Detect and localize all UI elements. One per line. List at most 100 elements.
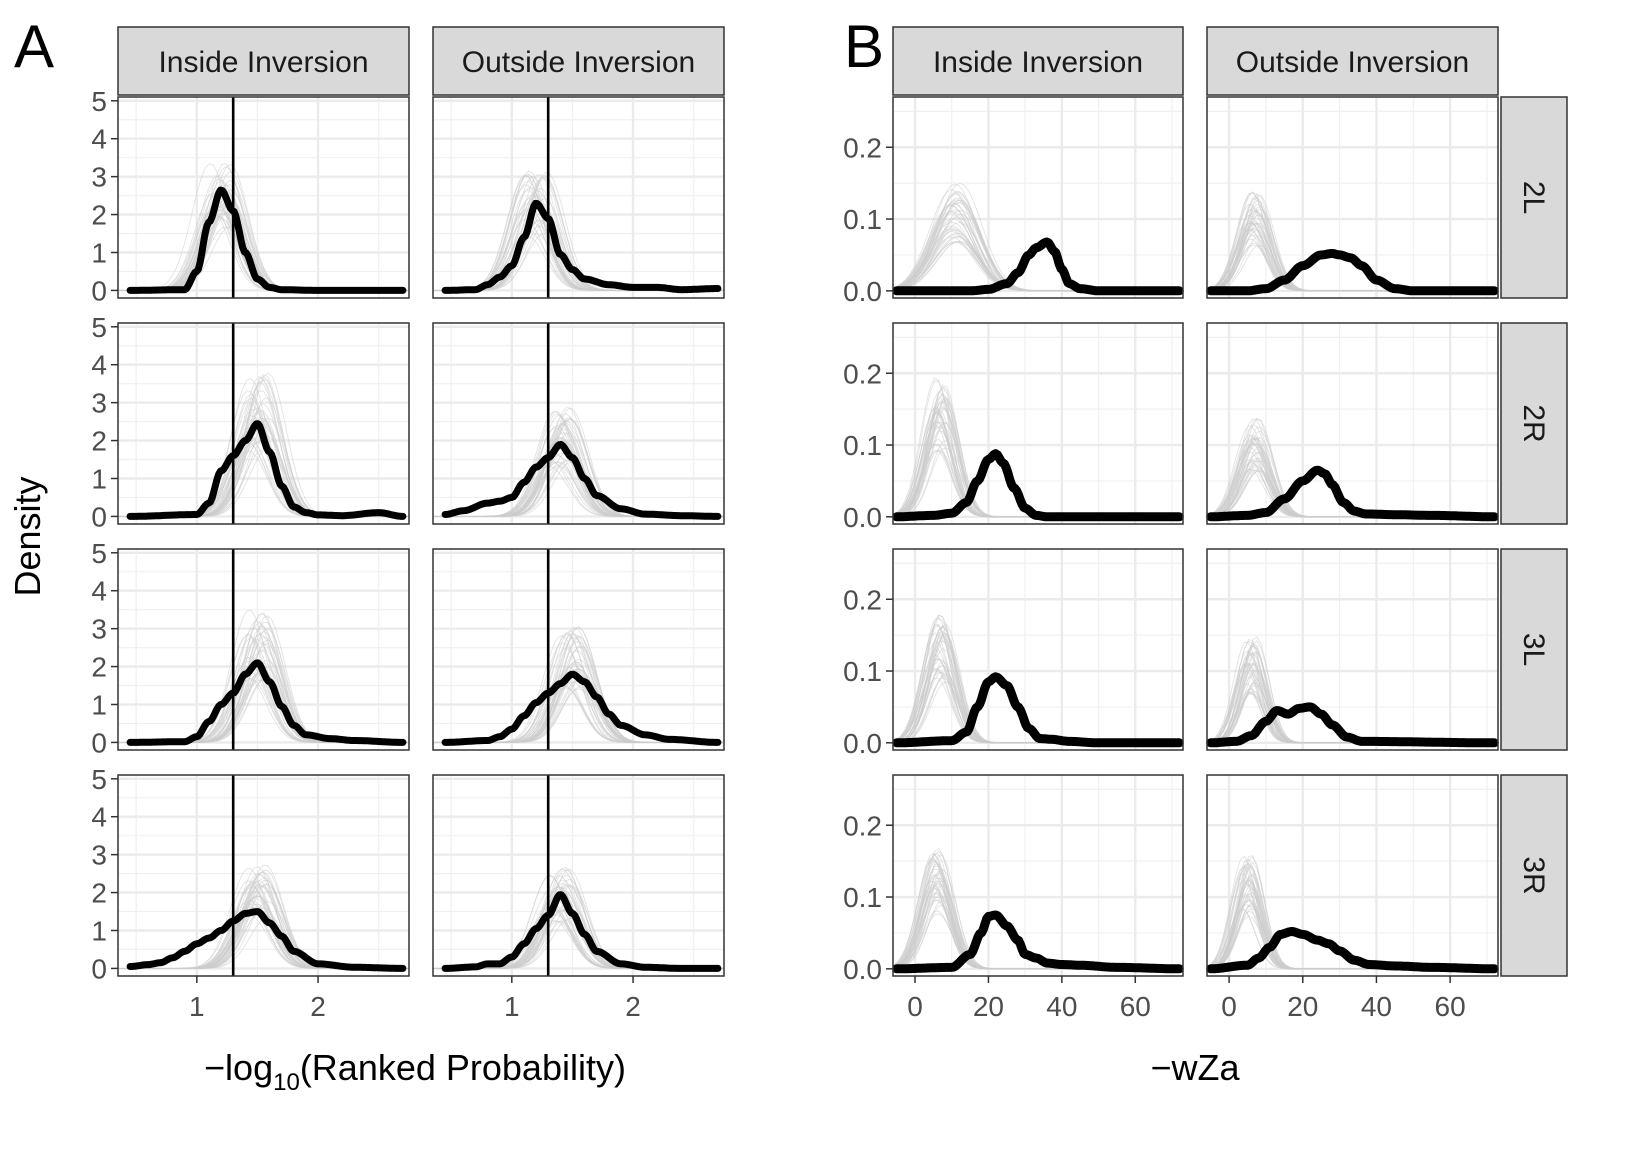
y-tick-label: 3	[91, 388, 107, 419]
facet-panel	[432, 548, 725, 751]
y-tick-label: 4	[91, 802, 107, 833]
y-tick-label: 0.1	[843, 656, 882, 687]
facet-panel: 0 1 2 3 4 5 1 2	[91, 764, 410, 1022]
y-axis-title: Density	[7, 476, 48, 596]
y-tick-label: 2	[91, 200, 107, 231]
facet-panel: 0 1 2 3 4 5	[91, 538, 410, 758]
y-tick-label: 0.0	[843, 954, 882, 985]
y-tick-label: 5	[91, 764, 107, 795]
facet-strip	[117, 26, 410, 96]
panel-border	[117, 96, 410, 299]
y-tick-label: 1	[91, 237, 107, 268]
facet-panel: 0.0 0.1 0.2	[843, 548, 1184, 759]
y-tick-label: 0	[91, 275, 107, 306]
x-tick-label: 1	[189, 991, 205, 1022]
facet-panel	[1206, 96, 1499, 299]
x-axis-title-subscript: 10	[273, 1069, 300, 1096]
panel-border	[1206, 96, 1499, 299]
observed-series-line	[126, 659, 407, 746]
x-axis-title-rest: (Ranked Probability)	[300, 1047, 626, 1088]
y-tick-label: 3	[91, 840, 107, 871]
facet-panel: 0 20 40 60	[1206, 774, 1499, 1022]
observed-series-line	[126, 908, 407, 972]
y-tick-label: 0.1	[843, 204, 882, 235]
panel-background	[118, 775, 409, 976]
x-tick-label: 0	[907, 991, 923, 1022]
facet-panel	[1206, 548, 1499, 751]
panel-background	[118, 97, 409, 298]
y-tick-label: 2	[91, 878, 107, 909]
x-axis-title: −log10(Ranked Probability)	[204, 1047, 626, 1096]
y-tick-label: 2	[91, 426, 107, 457]
panel-border	[432, 96, 725, 299]
panel-border	[432, 774, 725, 977]
facet-panel: 0.0 0.1 0.2	[843, 322, 1184, 533]
chart-panel-b: Inside Inversion Outside Inversion 2L 2R 3L 3…	[843, 26, 1568, 1088]
x-tick-label: 60	[1435, 991, 1466, 1022]
y-tick-label: 5	[91, 538, 107, 569]
facet-strip-label: Outside Inversion	[462, 46, 695, 79]
y-tick-label: 0	[91, 727, 107, 758]
x-tick-label: 40	[1361, 991, 1392, 1022]
x-tick-label: 20	[1287, 991, 1318, 1022]
panel-background	[433, 97, 724, 298]
row-strip-label: 3R	[1517, 856, 1550, 894]
y-tick-label: 3	[91, 162, 107, 193]
x-tick-label: 0	[1221, 991, 1237, 1022]
y-tick-label: 0.2	[843, 810, 882, 841]
x-tick-label: 60	[1120, 991, 1151, 1022]
y-tick-label: 5	[91, 312, 107, 343]
y-tick-label: 4	[91, 350, 107, 381]
row-strip	[1500, 96, 1568, 299]
panel-letter-a: A	[14, 13, 54, 80]
y-tick-label: 0.2	[843, 132, 882, 163]
y-tick-label: 0	[91, 953, 107, 984]
x-tick-label: 40	[1046, 991, 1077, 1022]
row-strip-label: 2R	[1517, 404, 1550, 442]
facet-strip-label: Outside Inversion	[1236, 46, 1469, 79]
observed-series-line	[441, 670, 722, 746]
row-strip	[1500, 774, 1568, 977]
panel-border	[892, 322, 1184, 525]
facet-strip-label: Inside Inversion	[158, 46, 368, 79]
observed-series-line	[892, 672, 1184, 748]
panel-border	[892, 774, 1184, 977]
row-strip-label: 3L	[1517, 633, 1550, 666]
x-tick-label: 1	[504, 991, 520, 1022]
y-tick-label: 0.0	[843, 276, 882, 307]
y-tick-label: 0.1	[843, 882, 882, 913]
x-tick-label: 2	[310, 991, 326, 1022]
facet-strip	[1206, 26, 1499, 96]
y-tick-label: 0.0	[843, 502, 882, 533]
facet-strip-label: Inside Inversion	[933, 46, 1143, 79]
facet-panel: 0.0 0.1 0.2	[843, 96, 1184, 307]
panel-border	[117, 774, 410, 977]
panel-border	[1206, 774, 1499, 977]
panel-border	[1206, 548, 1499, 751]
panel-border	[117, 322, 410, 525]
y-tick-label: 4	[91, 576, 107, 607]
facet-strip	[432, 26, 725, 96]
facet-panel	[1206, 322, 1499, 525]
x-tick-label: 2	[625, 991, 641, 1022]
panel-border	[892, 96, 1184, 299]
y-tick-label: 2	[91, 652, 107, 683]
observed-series-line	[126, 186, 407, 294]
panel-border	[432, 322, 725, 525]
panel-background	[1207, 323, 1498, 524]
y-tick-label: 0.1	[843, 430, 882, 461]
observed-series-line	[441, 199, 722, 294]
observed-series-line	[1206, 249, 1499, 296]
y-tick-label: 0	[91, 501, 107, 532]
facet-panel: 0.0 0.1 0.2 0 20 40 60	[843, 774, 1184, 1022]
y-tick-label: 3	[91, 614, 107, 645]
row-strip	[1500, 322, 1568, 525]
panel-background	[893, 97, 1183, 298]
observed-series-line	[1206, 927, 1499, 974]
y-tick-label: 1	[91, 689, 107, 720]
observed-series-line	[1206, 702, 1499, 748]
observed-series-line	[892, 449, 1184, 522]
chart-panel-a: Inside Inversion Outside Inversion0123450…	[7, 26, 725, 1096]
